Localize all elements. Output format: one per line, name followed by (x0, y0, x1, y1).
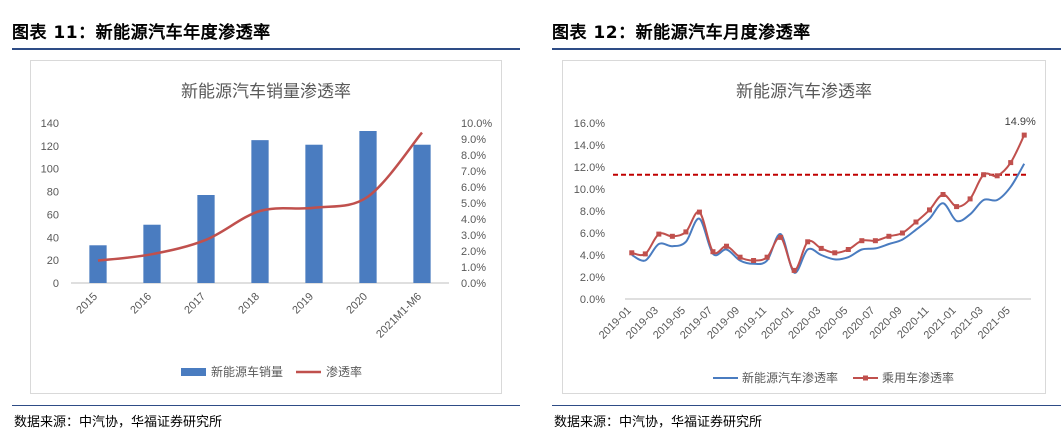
left-axis-tick-label: 20 (47, 255, 59, 267)
y-axis-tick-label: 4.0% (580, 250, 605, 262)
series-point (778, 234, 784, 240)
series-point (913, 219, 919, 225)
y-axis-tick-label: 16.0% (574, 118, 605, 130)
monthly-chart-frame: 新能源汽车渗透率 0.0% 2.0% 4.0% 6.0% 8.0% 10.0% 12.0% 14… (562, 60, 1046, 394)
legend-label-sales: 新能源车销量 (211, 364, 283, 379)
figure-11-heading: 图表 11：新能源汽车年度渗透率 (12, 23, 271, 43)
left-axis-tick-label: 120 (41, 141, 59, 153)
series-point (696, 209, 702, 215)
figure-11-source: 数据来源：中汽协，华福证券研究所 (14, 415, 223, 430)
y-axis-tick-label: 10.0% (574, 184, 605, 196)
chart-title: 新能源汽车销量渗透率 (181, 82, 351, 101)
series-point (737, 254, 743, 260)
series-point (967, 196, 973, 202)
y-axis-tick-label: 14.0% (574, 140, 605, 152)
x-axis-tick-label: 2020 (344, 291, 370, 317)
annual-penetration-chart: 新能源汽车销量渗透率 0 20 40 60 80 100 120 140 0.0% 1.0% 2.0%… (41, 82, 493, 379)
right-axis-tick-label: 2.0% (461, 246, 486, 258)
y-axis-tick-label: 8.0% (580, 206, 605, 218)
annual-penetration-panel: 图表 11：新能源汽车年度渗透率 新能源汽车销量渗透率 0 20 40 60 80 100 1… (0, 0, 520, 437)
y-axis-tick-label: 12.0% (574, 162, 605, 174)
series-point (710, 249, 716, 255)
x-axis-tick-label: 2021M1-M6 (374, 291, 424, 341)
series-point (724, 243, 729, 249)
right-axis-tick-label: 1.0% (461, 262, 486, 274)
right-axis-tick-label: 5.0% (461, 198, 486, 210)
legend-marker-passenger (863, 375, 868, 381)
legend-label-nev: 新能源汽车渗透率 (742, 370, 838, 385)
series-point (683, 229, 689, 235)
right-axis-tick-label: 8.0% (461, 150, 486, 162)
series-point (981, 172, 987, 178)
monthly-penetration-panel: 图表 12：新能源汽车月度渗透率 新能源汽车渗透率 0.0% 2.0% 4.0% 6.0… (540, 0, 1061, 437)
series-point (832, 250, 838, 256)
peak-annotation-label: 14.9% (1005, 116, 1036, 128)
y-axis-tick-label: 6.0% (580, 228, 605, 240)
heading-rule (552, 48, 1061, 50)
right-axis-tick-label: 9.0% (461, 134, 486, 146)
x-axis-tick-label: 2015 (74, 291, 100, 317)
series-point (994, 173, 1000, 179)
right-axis-tick-label: 6.0% (461, 182, 486, 194)
series-point (845, 247, 851, 252)
series-point (940, 192, 946, 197)
footer-rule (552, 405, 1061, 406)
right-axis-tick-label: 7.0% (461, 166, 486, 178)
series-point (751, 258, 757, 263)
series-point (859, 238, 865, 244)
series-point (642, 251, 648, 257)
heading-rule (12, 48, 520, 50)
series-point (669, 233, 675, 239)
legend-label-passenger: 乘用车渗透率 (882, 370, 954, 385)
series-point (791, 267, 797, 273)
penetration-rate-line (97, 131, 423, 262)
left-axis-tick-label: 140 (41, 118, 59, 130)
left-axis-tick-label: 40 (47, 232, 59, 244)
y-axis-tick-label: 2.0% (580, 272, 605, 284)
sales-bar (413, 144, 431, 283)
legend-label-penetration: 渗透率 (326, 364, 362, 379)
series-point (805, 239, 811, 245)
x-axis-tick-label: 2016 (128, 291, 154, 317)
series-point (656, 231, 662, 237)
series-line (631, 163, 1026, 274)
chart-title: 新能源汽车渗透率 (736, 82, 872, 101)
x-axis-tick-label: 2018 (236, 291, 262, 317)
legend-swatch-sales (181, 368, 206, 376)
right-axis-tick-label: 4.0% (461, 214, 486, 226)
left-axis-tick-label: 0 (53, 278, 59, 290)
series-point (764, 254, 770, 260)
series-point (1008, 160, 1014, 166)
left-axis-tick-label: 80 (47, 187, 59, 199)
series-point (954, 204, 960, 210)
monthly-penetration-chart: 新能源汽车渗透率 0.0% 2.0% 4.0% 6.0% 8.0% 10.0% 12.0% 14… (574, 82, 1036, 385)
x-axis-tick-label: 2017 (182, 291, 208, 317)
annual-chart-frame: 新能源汽车销量渗透率 0 20 40 60 80 100 120 140 0.0% 1.0% 2.0%… (30, 60, 502, 394)
figure-12-source: 数据来源：中汽协，华福证券研究所 (554, 415, 763, 430)
sales-bar (305, 144, 323, 283)
left-axis-tick-label: 100 (41, 164, 59, 176)
series-line (631, 134, 1026, 272)
series-point (899, 230, 905, 236)
series-point (818, 245, 824, 251)
left-axis-tick-label: 60 (47, 209, 59, 221)
sales-bar (89, 245, 107, 283)
y-axis-tick-label: 0.0% (580, 294, 605, 306)
series-point (927, 207, 932, 213)
footer-rule (12, 405, 520, 406)
right-axis-tick-label: 0.0% (461, 278, 486, 290)
series-point (872, 238, 878, 244)
sales-bar (359, 131, 377, 283)
series-point (1021, 132, 1027, 138)
right-axis-tick-label: 3.0% (461, 230, 486, 242)
series-point (629, 250, 635, 256)
figure-12-heading: 图表 12：新能源汽车月度渗透率 (552, 23, 811, 43)
right-axis-tick-label: 10.0% (461, 118, 492, 130)
x-axis-tick-label: 2019 (290, 291, 316, 317)
series-point (886, 233, 892, 239)
